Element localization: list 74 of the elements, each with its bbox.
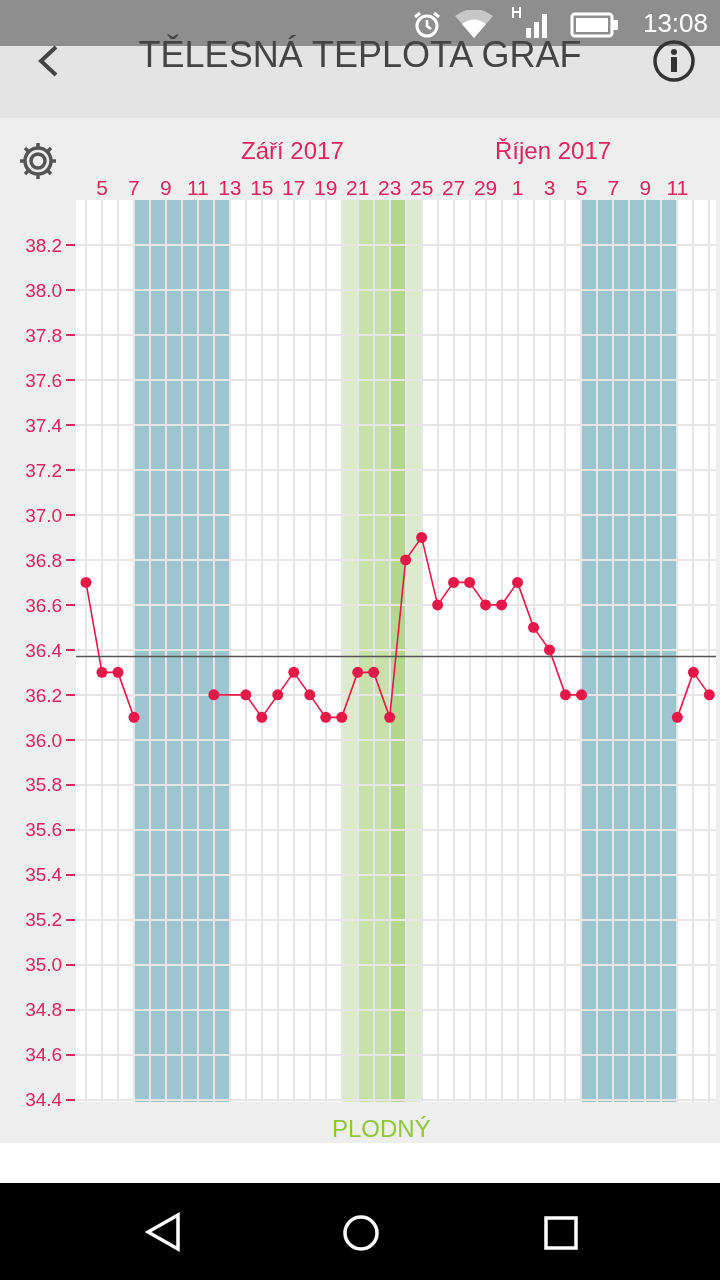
point bbox=[240, 689, 252, 701]
y-tick-label: 35.8 bbox=[25, 774, 63, 796]
point bbox=[432, 599, 444, 611]
y-tick-label: 37.2 bbox=[25, 459, 63, 481]
point bbox=[320, 711, 332, 723]
chart-title: TĚLESNÁ TEPLOTA GRAF bbox=[137, 34, 583, 76]
x-tick-label: 23 bbox=[377, 175, 402, 199]
y-tick-label: 36.2 bbox=[25, 684, 63, 706]
y-tick-label: 35.6 bbox=[25, 819, 63, 841]
x-tick-label: 11 bbox=[666, 175, 689, 199]
point bbox=[336, 711, 348, 723]
point bbox=[575, 689, 587, 701]
band-label: PLODNÝ bbox=[332, 1115, 431, 1142]
point bbox=[272, 689, 284, 701]
point bbox=[480, 599, 492, 611]
point bbox=[496, 599, 508, 611]
point bbox=[512, 576, 524, 588]
y-tick-label: 34.4 bbox=[25, 1089, 63, 1111]
text: Říjen 2017 bbox=[495, 137, 612, 164]
x-tick-label: 29 bbox=[473, 175, 498, 199]
x-tick-label: 21 bbox=[346, 175, 370, 199]
point bbox=[448, 576, 460, 588]
y-tick-label: 36.0 bbox=[25, 729, 63, 751]
x-tick-label: 9 bbox=[160, 175, 172, 199]
point bbox=[400, 554, 412, 566]
x-tick-label: 13 bbox=[218, 175, 242, 199]
y-tick-label: 38.0 bbox=[25, 279, 63, 301]
y-tick-label: 38.2 bbox=[25, 234, 63, 256]
text: 13:08 bbox=[642, 8, 708, 39]
x-tick-label: 1 bbox=[511, 175, 524, 199]
point bbox=[368, 666, 380, 678]
y-tick-label: 37.4 bbox=[25, 414, 63, 436]
y-tick-label: 36.4 bbox=[25, 639, 63, 661]
x-tick-label: 7 bbox=[128, 175, 140, 199]
x-tick-label: 27 bbox=[441, 175, 466, 199]
x-tick-label: 25 bbox=[409, 175, 434, 199]
x-tick-label: 5 bbox=[96, 175, 108, 199]
point bbox=[256, 711, 268, 723]
point bbox=[208, 689, 220, 701]
y-tick-label: 36.8 bbox=[25, 549, 63, 571]
y-tick-label: 37.6 bbox=[25, 369, 63, 391]
point bbox=[703, 689, 715, 701]
y-tick-label: 35.2 bbox=[25, 909, 63, 931]
y-tick-label: 35.0 bbox=[25, 954, 63, 976]
y-tick-label: 36.6 bbox=[25, 594, 63, 616]
x-tick-label: 19 bbox=[314, 175, 338, 199]
y-tick-label: 34.6 bbox=[25, 1044, 63, 1066]
point bbox=[288, 666, 300, 678]
y-tick-label: 34.8 bbox=[25, 999, 63, 1021]
point bbox=[671, 711, 683, 723]
point bbox=[544, 644, 556, 656]
y-tick-label: 37.0 bbox=[25, 504, 63, 526]
x-tick-label: 9 bbox=[639, 175, 652, 199]
point bbox=[416, 531, 428, 543]
point bbox=[464, 576, 476, 588]
text: Září 2017 bbox=[241, 137, 344, 164]
point bbox=[80, 576, 92, 588]
point bbox=[304, 689, 316, 701]
x-tick-label: 17 bbox=[282, 175, 306, 199]
y-tick-label: 37.8 bbox=[25, 324, 63, 346]
x-tick-label: 3 bbox=[543, 175, 556, 199]
x-tick-label: 5 bbox=[575, 175, 588, 199]
point bbox=[528, 621, 540, 633]
point bbox=[352, 666, 364, 678]
y-tick-label: 35.4 bbox=[25, 864, 63, 886]
point bbox=[112, 666, 124, 678]
x-tick-label: 11 bbox=[186, 175, 209, 199]
point bbox=[384, 711, 396, 723]
point bbox=[687, 666, 699, 678]
point bbox=[96, 666, 108, 678]
point bbox=[559, 689, 571, 701]
point bbox=[128, 711, 140, 723]
x-tick-label: 7 bbox=[607, 175, 620, 199]
x-tick-label: 15 bbox=[250, 175, 274, 199]
